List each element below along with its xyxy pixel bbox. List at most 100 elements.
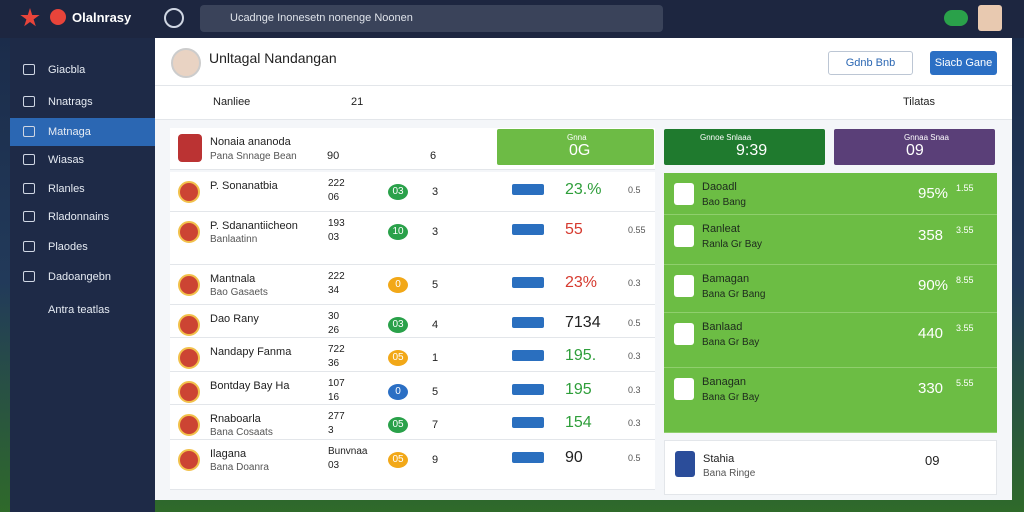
nav-item[interactable]: Dadoangebn — [10, 263, 155, 291]
small-value: 0.3 — [628, 418, 641, 428]
player-sub: Bana Cosaats — [210, 427, 273, 438]
team-name: Stahia — [703, 453, 735, 465]
team-sub: Ranla Gr Bay — [702, 239, 763, 250]
tab[interactable]: Nanliee — [213, 96, 251, 108]
stat-top: 722 — [328, 344, 345, 355]
stat-top: 193 — [328, 218, 345, 229]
stat-card: Gnnoe Snlaaa 9:39 — [664, 129, 825, 165]
nav-item[interactable]: Nnatrags — [10, 88, 155, 116]
team-small: 5.55 — [956, 378, 974, 388]
team-small: 3.55 — [956, 323, 974, 333]
player-sub: Bao Gasaets — [210, 287, 268, 298]
small-value: 0.5 — [628, 185, 641, 195]
tab[interactable]: Tilatas — [903, 96, 935, 108]
value: 154 — [565, 414, 592, 431]
team-logo — [674, 323, 694, 345]
avatar — [178, 449, 200, 471]
nav-icon — [23, 126, 35, 137]
stat-top: 277 — [328, 411, 345, 422]
stat-bottom: 26 — [328, 325, 340, 336]
card-value: 09 — [906, 142, 924, 159]
badge: 10 — [388, 224, 408, 240]
card-value: 9:39 — [736, 142, 768, 159]
count: 9 — [432, 454, 439, 466]
tag — [512, 184, 544, 195]
nav-item[interactable]: Rlanles — [10, 175, 155, 203]
tag — [512, 317, 544, 328]
logo — [20, 8, 40, 27]
player-name: Mantnala — [210, 273, 256, 285]
badge: 03 — [388, 317, 408, 333]
tab-bar: Nanliee 21 Tilatas — [155, 86, 1012, 120]
card-label: Gnnaa Snaa — [904, 133, 949, 142]
player-name: Rnaboarla — [210, 413, 261, 425]
avatar — [178, 274, 200, 296]
nav-item[interactable]: Plaodes — [10, 233, 155, 261]
table-row: P. Sonanatbia 222 06 03 3 23.% 0.5 — [170, 172, 655, 212]
avatar — [178, 314, 200, 336]
nav-item[interactable]: Matnaga — [10, 118, 155, 146]
player-name: Bontday Bay Ha — [210, 380, 290, 392]
header-title: Unltagal Nandangan — [209, 50, 337, 66]
table-row: P. Sdanantiicheon Banlaatinn 193 03 10 3 55 0.5… — [170, 212, 655, 265]
table-row: Rnaboarla Bana Cosaats 277 3 05 7 154 0.3 — [170, 405, 655, 440]
badge: 03 — [388, 184, 408, 200]
stat-bottom: 34 — [328, 285, 340, 296]
team-small: 8.55 — [956, 275, 974, 285]
button[interactable]: Gdnb Bnb — [828, 51, 913, 75]
team-value: 09 — [925, 453, 940, 468]
stat-bottom: 16 — [328, 392, 340, 403]
team-logo — [675, 451, 695, 477]
team-value: 330 — [918, 380, 944, 397]
tag — [512, 277, 544, 288]
nav-icon — [23, 183, 35, 194]
table-row: Dao Rany 30 26 03 4 7134 0.5 — [170, 305, 655, 338]
player-name: P. Sdanantiicheon — [210, 220, 298, 232]
nav-icon — [23, 271, 35, 282]
player-sub: Bana Doanra — [210, 462, 269, 473]
tag — [512, 417, 544, 428]
nav-item[interactable]: Wiasas — [10, 146, 155, 174]
summary-value: 90 — [327, 150, 340, 162]
player-name: Ilagana — [210, 448, 247, 460]
stat-card: Gnnaa Snaa 09 — [834, 129, 995, 165]
nav-item[interactable]: Giacbla — [10, 56, 155, 84]
status-icon[interactable] — [944, 10, 968, 26]
small-value: 0.3 — [628, 385, 641, 395]
search-box[interactable]: Ucadnge Inonesetn nonenge Noonen — [200, 5, 663, 32]
nav-icon — [23, 241, 35, 252]
small-value: 0.3 — [628, 351, 641, 361]
ranking-row: Daoadl Bao Bang 95% 1.55 — [664, 173, 997, 215]
tag — [512, 452, 544, 463]
nav-item[interactable]: Antra teatlas — [48, 304, 110, 316]
team-logo — [674, 275, 694, 297]
nav-item[interactable]: Rladonnains — [10, 203, 155, 231]
team-sub: Bana Ringe — [703, 468, 756, 479]
count: 4 — [432, 319, 439, 331]
value: 90 — [565, 449, 583, 466]
tag — [512, 350, 544, 361]
summary-name: Nonaia ananoda — [210, 136, 291, 148]
small-value: 0.55 — [628, 225, 646, 235]
tag — [512, 384, 544, 395]
footer-card: Stahia Bana Ringe 09 — [664, 440, 997, 495]
stat-bottom: 36 — [328, 358, 340, 369]
card-value: 0G — [569, 142, 591, 159]
user-avatar[interactable] — [978, 5, 1002, 31]
team-value: 440 — [918, 325, 944, 342]
button[interactable]: Siacb Gane — [930, 51, 997, 75]
team-sub: Bana Gr Bang — [702, 289, 766, 300]
badge: 0 — [388, 277, 408, 293]
avatar — [178, 134, 202, 162]
stat-card: Gnna 0G — [497, 129, 654, 165]
small-value: 0.5 — [628, 318, 641, 328]
ranking-row: Bamagan Bana Gr Bang 90% 8.55 — [664, 265, 997, 313]
tab[interactable]: 21 — [351, 96, 364, 108]
icon[interactable] — [164, 8, 184, 28]
logo-dot — [50, 9, 66, 25]
team-small: 1.55 — [956, 183, 974, 193]
value: 55 — [565, 221, 583, 238]
stat-top: 107 — [328, 378, 345, 389]
ranking-row: Banagan Bana Gr Bay 330 5.55 — [664, 368, 997, 433]
